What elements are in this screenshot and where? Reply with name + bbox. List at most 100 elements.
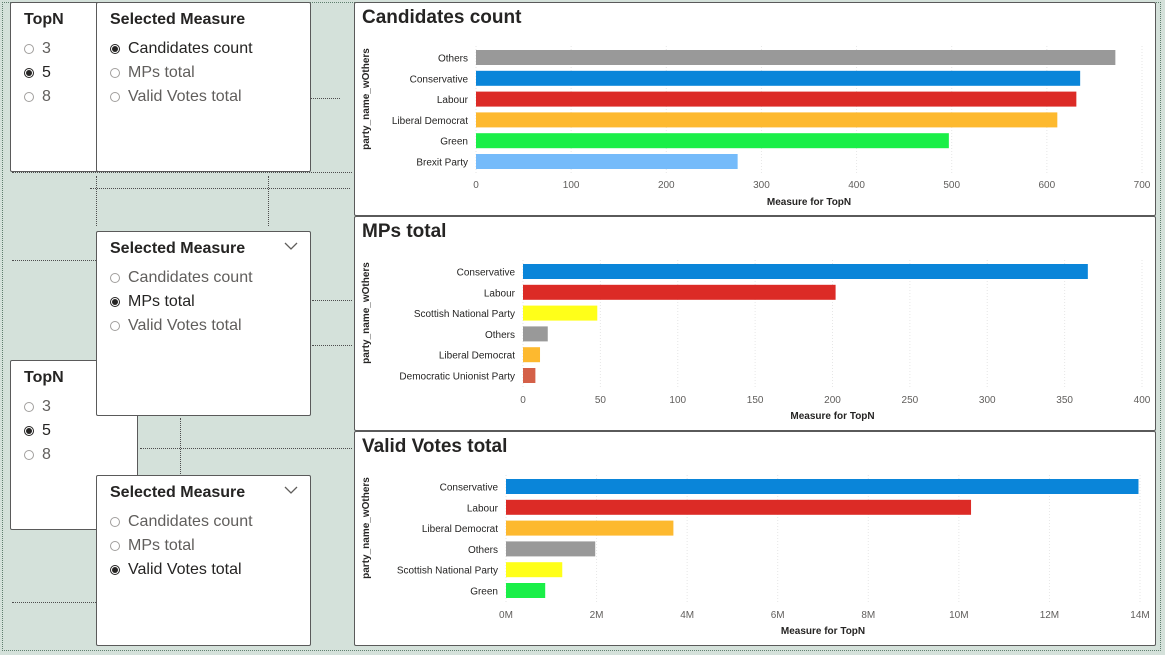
radio-button-icon[interactable]: [110, 44, 120, 54]
chevron-down-icon[interactable]: [284, 241, 298, 251]
category-label: Liberal Democrat: [439, 351, 515, 362]
x-tick-label: 6M: [771, 610, 785, 621]
x-tick-label: 14M: [1130, 610, 1149, 621]
x-tick-label: 300: [753, 180, 770, 191]
topn-option-3[interactable]: 3: [24, 37, 51, 61]
measure-option-mps-total[interactable]: MPs total: [110, 290, 253, 314]
option-label: MPs total: [128, 64, 195, 81]
radio-button-icon[interactable]: [110, 517, 120, 527]
bar[interactable]: [476, 91, 1077, 107]
radio-button-icon[interactable]: [24, 450, 34, 460]
candidates-count-chart[interactable]: Candidates count 0 100 200 300 400 500 600 700 O…: [354, 2, 1156, 216]
category-label: Conservative: [440, 483, 499, 494]
bar[interactable]: [476, 133, 949, 149]
option-label: 8: [42, 88, 51, 105]
measure-option-candidates-count[interactable]: Candidates count: [110, 510, 253, 534]
bar[interactable]: [506, 520, 674, 536]
bar[interactable]: [523, 368, 536, 383]
topn-option-8[interactable]: 8: [24, 85, 51, 109]
measure-option-valid-votes-total[interactable]: Valid Votes total: [110, 558, 253, 582]
radio-button-icon[interactable]: [24, 92, 34, 102]
x-tick-label: 4M: [680, 610, 694, 621]
canvas-dotline: [312, 300, 352, 301]
x-tick-label: 8M: [861, 610, 875, 621]
slicer-title: Selected Measure: [110, 484, 246, 501]
category-label: Green: [470, 587, 498, 598]
x-tick-label: 600: [1039, 180, 1056, 191]
mps-total-chart[interactable]: MPs total 0 50 100 150 200 250 300 350 400 Conser…: [354, 216, 1156, 431]
bar[interactable]: [476, 112, 1058, 128]
valid-votes-total-chart[interactable]: Valid Votes total 0M 2M 4M 6M 8M 10M 12M 14M Con…: [354, 431, 1156, 646]
x-tick-label: 350: [1056, 395, 1073, 406]
bar[interactable]: [523, 326, 548, 342]
measure-option-candidates-count[interactable]: Candidates count: [110, 266, 253, 290]
category-label: Labour: [467, 503, 499, 514]
option-label: 8: [42, 446, 51, 463]
bar[interactable]: [476, 154, 738, 169]
x-tick-label: 250: [902, 395, 919, 406]
measure-options: Candidates count MPs total Valid Votes t…: [110, 510, 253, 582]
radio-button-icon[interactable]: [110, 565, 120, 575]
topn-option-5[interactable]: 5: [24, 419, 51, 443]
option-label: Valid Votes total: [128, 317, 242, 334]
x-tick-label: 700: [1134, 180, 1151, 191]
category-label: Others: [485, 330, 515, 341]
measure-slicer: Selected Measure Candidates count MPs to…: [96, 231, 311, 416]
x-tick-label: 2M: [590, 610, 604, 621]
option-label: Candidates count: [128, 513, 253, 530]
measure-option-mps-total[interactable]: MPs total: [110, 534, 253, 558]
y-axis-title: party_name_wOthers: [361, 477, 372, 579]
canvas-dotline: [90, 188, 350, 189]
bar[interactable]: [523, 284, 836, 300]
category-label: Brexit Party: [416, 158, 468, 169]
chart-title: Valid Votes total: [362, 436, 508, 457]
category-label: Others: [438, 54, 468, 65]
measure-options: Candidates count MPs total Valid Votes t…: [110, 266, 253, 338]
radio-button-icon[interactable]: [24, 426, 34, 436]
option-label: Candidates count: [128, 40, 253, 57]
bar[interactable]: [523, 264, 1088, 279]
bar[interactable]: [476, 50, 1116, 65]
category-label: Others: [468, 545, 498, 556]
radio-button-icon[interactable]: [110, 297, 120, 307]
bar-chart-svg: 0 50 100 150 200 250 300 350 400 Conservative Labo…: [361, 260, 1151, 422]
measure-option-valid-votes-total[interactable]: Valid Votes total: [110, 85, 253, 109]
x-axis-title: Measure for TopN: [767, 197, 851, 208]
option-label: 3: [42, 398, 51, 415]
x-tick-label: 0M: [499, 610, 513, 621]
bar[interactable]: [506, 562, 563, 578]
x-axis-title: Measure for TopN: [790, 411, 874, 422]
radio-button-icon[interactable]: [110, 68, 120, 78]
chevron-down-icon[interactable]: [284, 485, 298, 495]
bar[interactable]: [523, 347, 541, 363]
canvas-dotline: [180, 418, 181, 474]
x-axis-title: Measure for TopN: [781, 626, 865, 637]
topn-option-5[interactable]: 5: [24, 61, 51, 85]
radio-button-icon[interactable]: [110, 273, 120, 283]
x-tick-label: 150: [747, 395, 764, 406]
radio-button-icon[interactable]: [24, 44, 34, 54]
radio-button-icon[interactable]: [110, 92, 120, 102]
measure-slicer: Selected Measure Candidates count MPs to…: [96, 475, 311, 646]
x-tick-label: 200: [824, 395, 841, 406]
radio-button-icon[interactable]: [24, 402, 34, 412]
bar[interactable]: [506, 479, 1139, 494]
radio-button-icon[interactable]: [110, 541, 120, 551]
measure-option-valid-votes-total[interactable]: Valid Votes total: [110, 314, 253, 338]
radio-button-icon[interactable]: [110, 321, 120, 331]
canvas-dotline: [96, 176, 97, 226]
topn-option-3[interactable]: 3: [24, 395, 51, 419]
slicer-title: Selected Measure: [110, 240, 246, 257]
bar[interactable]: [506, 499, 972, 515]
bar[interactable]: [506, 541, 596, 557]
option-label: Candidates count: [128, 269, 253, 286]
slicer-title: TopN: [24, 11, 64, 28]
bar[interactable]: [506, 583, 546, 598]
canvas-dotline: [268, 176, 269, 226]
measure-option-candidates-count[interactable]: Candidates count: [110, 37, 253, 61]
bar[interactable]: [523, 305, 598, 321]
radio-button-icon[interactable]: [24, 68, 34, 78]
bar[interactable]: [476, 70, 1081, 86]
measure-option-mps-total[interactable]: MPs total: [110, 61, 253, 85]
topn-option-8[interactable]: 8: [24, 443, 51, 467]
